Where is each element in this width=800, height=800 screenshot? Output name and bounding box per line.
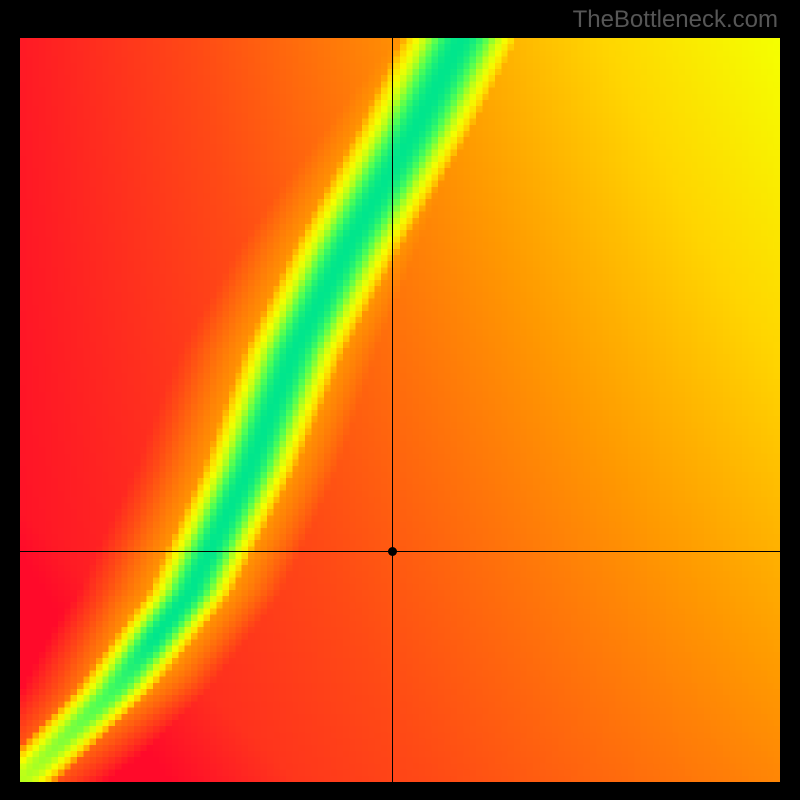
heatmap-plot	[20, 38, 780, 782]
heatmap-canvas	[20, 38, 780, 782]
crosshair-horizontal	[20, 551, 780, 552]
crosshair-vertical	[392, 38, 393, 782]
watermark-text: TheBottleneck.com	[573, 6, 778, 34]
crosshair-marker	[388, 547, 397, 556]
chart-container: TheBottleneck.com	[0, 0, 800, 800]
